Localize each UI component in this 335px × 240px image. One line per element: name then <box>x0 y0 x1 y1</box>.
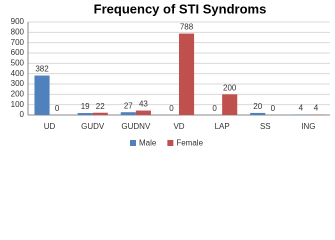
x-tick-label: SS <box>260 122 271 131</box>
bar <box>34 75 50 115</box>
y-tick-label: 600 <box>11 48 25 57</box>
data-label: 0 <box>169 104 174 113</box>
bar <box>222 94 238 115</box>
data-label: 788 <box>180 23 194 32</box>
x-tick-label: ING <box>301 122 315 131</box>
legend-swatch <box>167 140 174 146</box>
x-tick-label: GUDV <box>81 122 105 131</box>
chart: Frequency of STI Syndroms 01002003004005… <box>11 1 330 148</box>
chart-title: Frequency of STI Syndroms <box>94 1 267 16</box>
data-label: 27 <box>124 101 133 110</box>
bar <box>92 112 108 115</box>
y-tick-label: 200 <box>11 89 25 98</box>
legend-label: Female <box>176 139 203 148</box>
x-tick-label: VD <box>173 122 184 131</box>
bar <box>120 112 136 115</box>
bar <box>250 112 266 115</box>
x-tick-label: UD <box>44 122 56 131</box>
data-label: 20 <box>253 102 262 111</box>
y-tick-label: 400 <box>11 69 25 78</box>
legend-swatch <box>130 140 136 146</box>
data-label: 200 <box>223 83 237 92</box>
legend-label: Male <box>139 139 157 148</box>
data-label: 0 <box>271 104 276 113</box>
data-label: 382 <box>35 65 49 74</box>
y-tick-label: 0 <box>20 110 25 119</box>
bar <box>135 110 151 115</box>
x-tick-label: LAP <box>215 122 230 131</box>
data-label: 19 <box>81 102 90 111</box>
bar <box>77 113 93 115</box>
data-label: 0 <box>212 104 217 113</box>
data-label: 4 <box>314 104 319 113</box>
y-tick-label: 500 <box>11 58 25 67</box>
data-label: 43 <box>139 100 148 109</box>
y-tick-label: 100 <box>11 100 25 109</box>
y-tick-label: 700 <box>11 38 25 47</box>
bar <box>179 33 195 115</box>
data-label: 4 <box>299 104 304 113</box>
data-label: 22 <box>96 102 105 111</box>
y-tick-label: 800 <box>11 27 25 36</box>
y-tick-label: 900 <box>11 17 25 26</box>
y-tick-label: 300 <box>11 79 25 88</box>
data-label: 0 <box>55 104 60 113</box>
x-tick-label: GUDNV <box>121 122 151 131</box>
